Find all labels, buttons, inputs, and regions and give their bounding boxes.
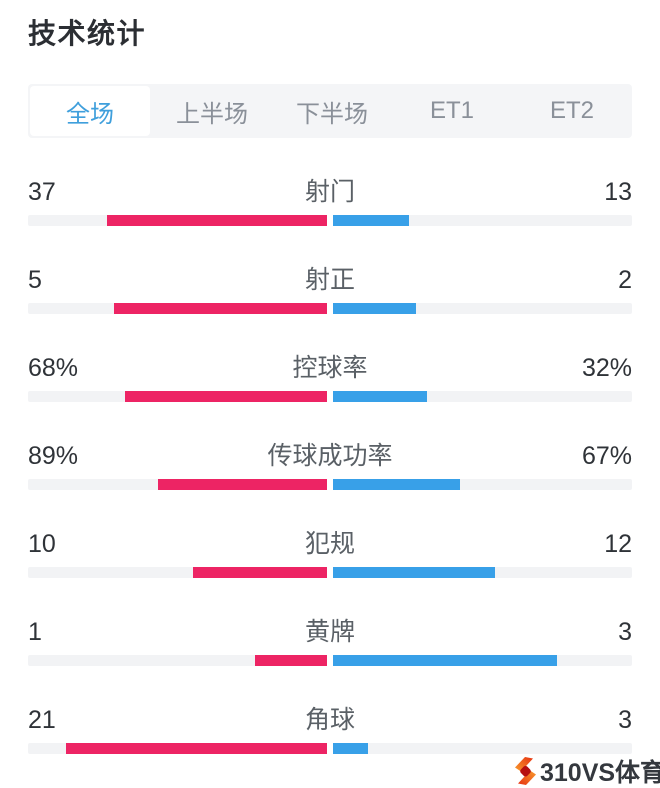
stat-value-right: 3 (618, 706, 632, 734)
stat-bar-track (28, 303, 632, 314)
tab-et1[interactable]: ET1 (429, 97, 474, 124)
stat-bar-track (28, 743, 632, 754)
stat-value-right: 13 (604, 178, 632, 206)
stat-row-fouls: 10 犯规 12 (28, 500, 632, 588)
stat-bar-center-gap (327, 303, 333, 314)
stat-row-pass-accuracy: 89% 传球成功率 67% (28, 412, 632, 500)
stat-value-left: 5 (28, 266, 42, 294)
stat-bar-center-gap (327, 479, 333, 490)
stat-bar-left (157, 479, 330, 490)
tab-et2[interactable]: ET2 (549, 97, 594, 124)
stat-label: 黄牌 (304, 618, 356, 646)
tab-second-half[interactable]: 下半场 (296, 100, 368, 128)
stat-bar-left (114, 303, 330, 314)
stat-label: 控球率 (292, 354, 368, 382)
stat-value-left: 89% (28, 442, 79, 470)
watermark: 310VS体育 (514, 756, 660, 787)
stat-bar-right (330, 303, 417, 314)
stat-value-right: 67% (581, 442, 632, 470)
stat-label: 射门 (304, 178, 356, 206)
stat-label: 射正 (304, 266, 356, 294)
stat-bar-track (28, 567, 632, 578)
stat-bar-center-gap (327, 567, 333, 578)
stat-bar-right (330, 567, 495, 578)
stat-value-left: 10 (28, 530, 56, 558)
stat-value-right: 32% (581, 354, 632, 382)
stat-value-left: 21 (28, 706, 56, 734)
stat-bar-center-gap (327, 215, 333, 226)
stat-bar-track (28, 655, 632, 666)
period-tabs: 全场 上半场 下半场 ET1 ET2 (28, 84, 632, 138)
stat-value-left: 68% (28, 354, 79, 382)
stat-row-shots: 37 射门 13 (28, 148, 632, 236)
stat-value-left: 1 (28, 618, 42, 646)
stat-value-right: 12 (604, 530, 632, 558)
stat-bar-center-gap (327, 655, 333, 666)
stat-label: 传球成功率 (267, 442, 393, 470)
tab-full-match[interactable]: 全场 (30, 86, 150, 136)
stat-label: 犯规 (304, 530, 356, 558)
stat-row-possession: 68% 控球率 32% (28, 324, 632, 412)
tab-first-half[interactable]: 上半场 (176, 100, 248, 128)
stat-row-yellow-cards: 1 黄牌 3 (28, 588, 632, 676)
stat-bar-left (106, 215, 330, 226)
stat-bar-right (330, 655, 557, 666)
stat-bar-left (65, 743, 330, 754)
watermark-text: 310VS体育 (540, 759, 660, 787)
stat-bar-track (28, 479, 632, 490)
stat-bar-center-gap (327, 743, 333, 754)
stat-row-corners: 21 角球 3 (28, 676, 632, 764)
stat-bar-left (254, 655, 330, 666)
stat-bar-right (330, 743, 368, 754)
stats-list: 37 射门 13 5 射正 2 68% 控球率 32% (28, 148, 632, 764)
stat-row-shots-on-target: 5 射正 2 (28, 236, 632, 324)
stat-bar-right (330, 215, 409, 226)
stat-value-right: 3 (618, 618, 632, 646)
stat-value-left: 37 (28, 178, 56, 206)
stat-bar-center-gap (327, 391, 333, 402)
stat-bar-left (192, 567, 330, 578)
page-title: 技术统计 (28, 18, 147, 49)
310vs-logo-icon (515, 757, 536, 785)
stat-bar-track (28, 215, 632, 226)
stat-label: 角球 (304, 706, 356, 734)
stat-value-right: 2 (618, 266, 632, 294)
stat-bar-right (330, 391, 427, 402)
stat-bar-track (28, 391, 632, 402)
stat-bar-left (124, 391, 330, 402)
stat-bar-right (330, 479, 460, 490)
